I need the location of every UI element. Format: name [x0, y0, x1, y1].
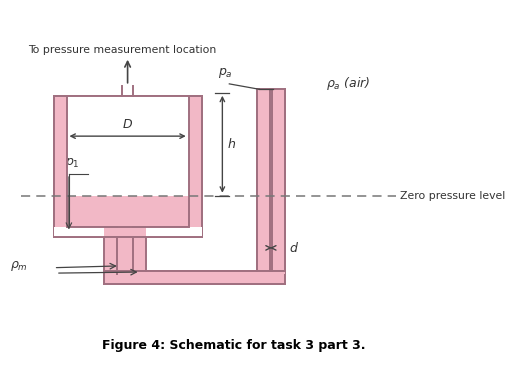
Text: $d$: $d$ [290, 241, 299, 255]
Bar [117, 237, 133, 271]
Bar [67, 195, 189, 227]
Text: Figure 4: Schematic for task 3 part 3.: Figure 4: Schematic for task 3 part 3. [102, 339, 366, 352]
Bar [104, 237, 146, 271]
Text: To pressure measurement location: To pressure measurement location [28, 45, 217, 55]
Bar [67, 97, 189, 227]
Bar [257, 89, 285, 271]
Bar [146, 227, 202, 237]
Text: Zero pressure level: Zero pressure level [400, 191, 506, 201]
Bar [270, 195, 272, 271]
Bar [54, 97, 202, 237]
Text: $h$: $h$ [227, 137, 236, 151]
Bar [54, 97, 202, 237]
Text: $p_a$: $p_a$ [218, 66, 233, 80]
Bar [117, 271, 285, 274]
Bar [54, 227, 104, 237]
Bar [270, 89, 272, 271]
Text: $D$: $D$ [122, 118, 133, 131]
Text: $\rho_a$ (air): $\rho_a$ (air) [326, 75, 371, 92]
Text: $\rho_m$: $\rho_m$ [10, 259, 28, 273]
Bar [117, 271, 285, 274]
Bar [104, 271, 285, 284]
Text: $p_1$: $p_1$ [65, 156, 80, 171]
